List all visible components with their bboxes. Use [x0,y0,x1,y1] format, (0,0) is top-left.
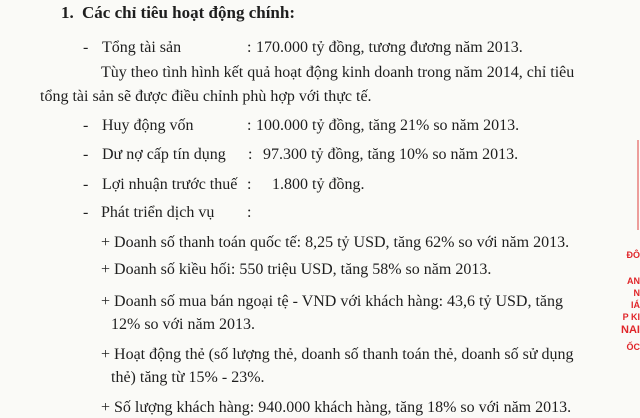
bullet: - [83,175,88,195]
section-number: 1. [61,3,74,22]
item-value: 97.300 tỷ đồng, tăng 10% so năm 2013. [263,145,518,165]
item-separator: : [248,145,252,165]
bullet: - [83,116,88,136]
stamp-fragment: ỐC [627,342,640,352]
service-customers: + Số lượng khách hàng: 940.000 khách hàn… [101,398,571,418]
stamp-fragment: P KI [623,312,640,322]
stamp-fragment: NAI [621,324,640,336]
service-international-payment: + Doanh số thanh toán quốc tế: 8,25 tỷ U… [101,233,569,253]
item-value: 100.000 tỷ đồng, tăng 21% so năm 2013. [256,116,519,136]
service-forex-line-2: 12% so với năm 2013. [111,315,255,335]
red-stamp: ĐÔ AN N IÁ P KI NAI ỐC [614,238,640,378]
item-value: 170.000 tỷ đồng, tương đương năm 2013. [256,38,523,58]
item-label: Dư nợ cấp tín dụng [102,145,226,165]
note-line-1: Tùy theo tình hình kết quả hoạt động kin… [101,63,574,83]
item-label: Phát triển dịch vụ [101,203,214,223]
section-title: Các chỉ tiêu hoạt động chính: [82,3,295,22]
item-separator: : [247,203,251,223]
bullet: - [83,203,88,223]
stamp-edge [637,140,639,230]
item-label: Tổng tài sản [102,38,181,58]
service-remittance: + Doanh số kiều hối: 550 triệu USD, tăng… [101,260,491,280]
stamp-fragment: IÁ [631,300,640,310]
bullet: - [83,38,88,58]
item-separator: : [247,116,251,136]
note-line-2: tổng tài sản sẽ được điều chỉnh phù hợp … [40,87,372,107]
stamp-fragment: AN [627,276,640,286]
item-value: 1.800 tỷ đồng. [272,175,364,195]
item-separator: : [247,38,251,58]
item-label: Huy động vốn [102,116,194,136]
item-separator: : [247,175,251,195]
service-cards-line-2: thẻ) tăng từ 15% - 23%. [111,368,265,388]
stamp-fragment: N [634,288,640,298]
stamp-fragment: ĐÔ [627,250,640,260]
service-forex-line-1: + Doanh số mua bán ngoại tệ - VND với kh… [101,292,563,312]
service-cards-line-1: + Hoạt động thẻ (số lượng thẻ, doanh số … [101,345,574,365]
item-label: Lợi nhuận trước thuế [102,175,237,195]
section-heading: 1. Các chỉ tiêu hoạt động chính: [61,3,295,23]
bullet: - [83,145,88,165]
